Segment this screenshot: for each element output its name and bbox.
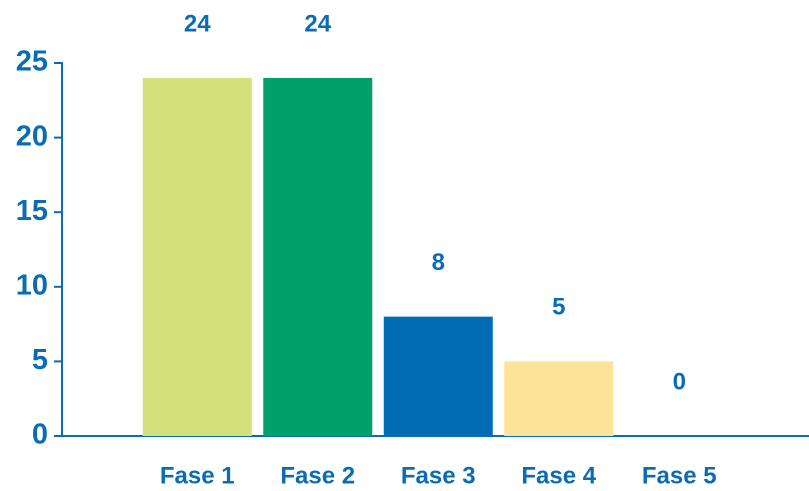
value-label: 24 [304, 10, 331, 37]
y-tick-label: 5 [32, 344, 48, 376]
bar [504, 361, 614, 436]
y-tick-label: 10 [16, 269, 48, 301]
bar [263, 77, 373, 437]
value-label: 5 [552, 294, 565, 321]
x-tick-label: Fase 3 [401, 462, 476, 489]
y-tick-label: 20 [16, 120, 48, 152]
x-tick-label: Fase 1 [160, 462, 235, 489]
x-tick-label: Fase 5 [642, 462, 717, 489]
y-tick-label: 0 [32, 419, 48, 451]
y-tick-label: 25 [16, 46, 48, 78]
value-label: 24 [184, 10, 211, 37]
x-tick-label: Fase 4 [521, 462, 596, 489]
value-label: 8 [432, 249, 445, 276]
bar [383, 316, 493, 436]
value-label: 0 [673, 368, 686, 395]
x-tick-label: Fase 2 [280, 462, 355, 489]
y-tick-label: 15 [16, 195, 48, 227]
bar [142, 77, 252, 437]
